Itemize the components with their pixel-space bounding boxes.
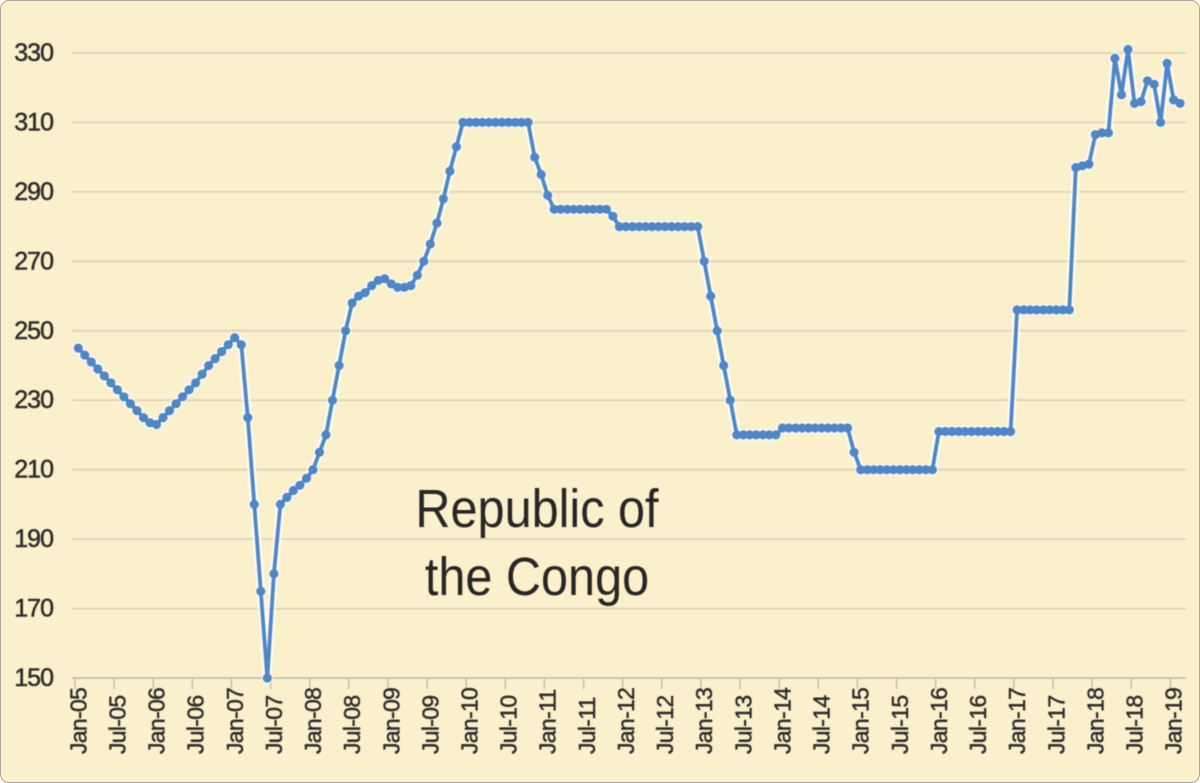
svg-text:Jul-08: Jul-08 [339,696,365,754]
svg-text:Jul-15: Jul-15 [887,696,913,754]
svg-text:310: 310 [14,108,53,136]
svg-text:210: 210 [14,456,53,484]
svg-text:Jan-15: Jan-15 [848,688,874,754]
svg-text:Jan-08: Jan-08 [300,688,326,754]
svg-text:Jul-07: Jul-07 [261,696,287,754]
svg-text:Jul-10: Jul-10 [496,696,522,754]
svg-text:150: 150 [14,664,53,692]
svg-text:Jan-14: Jan-14 [770,687,796,754]
svg-text:Jan-07: Jan-07 [222,688,248,754]
svg-text:Jan-19: Jan-19 [1161,688,1187,754]
svg-text:Jul-05: Jul-05 [104,696,130,754]
svg-text:Jul-17: Jul-17 [1043,696,1069,754]
svg-text:Jul-18: Jul-18 [1122,696,1148,754]
svg-text:270: 270 [14,247,53,275]
svg-text:Jan-18: Jan-18 [1082,688,1108,754]
svg-text:Jul-14: Jul-14 [809,695,835,754]
svg-text:Jan-06: Jan-06 [144,688,170,754]
svg-text:Jul-11: Jul-11 [574,697,600,754]
svg-text:Jan-11: Jan-11 [535,690,561,754]
svg-text:Jan-10: Jan-10 [457,688,483,754]
svg-text:250: 250 [14,317,53,345]
svg-text:Jul-13: Jul-13 [730,696,756,754]
svg-text:Jan-05: Jan-05 [65,688,91,754]
svg-text:Jan-13: Jan-13 [691,688,717,754]
svg-text:Jan-09: Jan-09 [378,688,404,754]
svg-text:Jul-12: Jul-12 [652,696,678,754]
svg-text:170: 170 [14,595,53,623]
svg-text:Jan-12: Jan-12 [613,688,639,754]
svg-text:Jan-17: Jan-17 [1004,688,1030,754]
svg-text:230: 230 [14,386,53,414]
svg-text:190: 190 [14,525,53,553]
svg-text:330: 330 [14,39,53,67]
svg-text:290: 290 [14,178,53,206]
svg-text:Jul-09: Jul-09 [417,696,443,754]
svg-text:Jul-16: Jul-16 [965,696,991,754]
svg-text:Jul-06: Jul-06 [183,696,209,754]
svg-text:Jan-16: Jan-16 [926,688,952,754]
